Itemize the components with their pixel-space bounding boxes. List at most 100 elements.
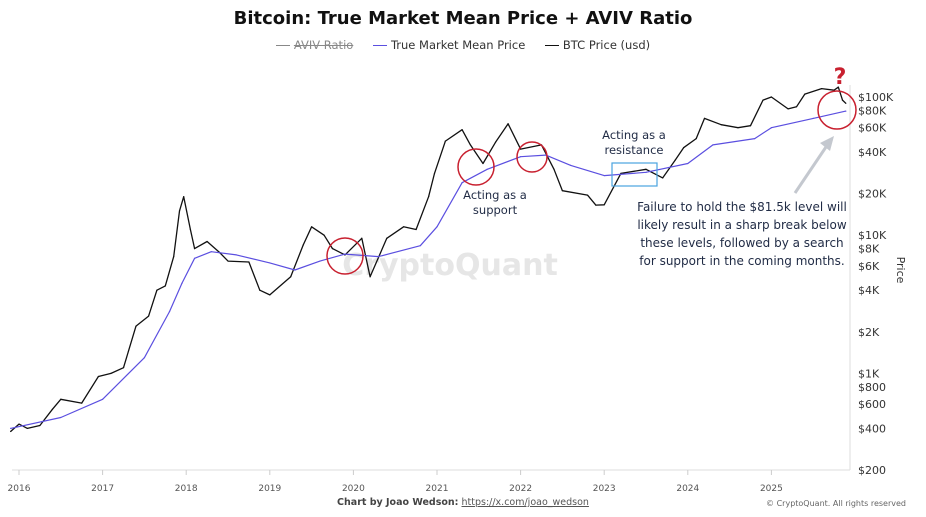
y-tick-label: $40K <box>858 146 887 159</box>
x-tick-label: 2022 <box>509 484 532 494</box>
y-tick-label: $80K <box>858 104 887 117</box>
data-point <box>586 194 589 196</box>
y-tick-label: $2K <box>858 326 880 339</box>
data-point <box>770 96 773 98</box>
data-point <box>178 210 181 212</box>
data-point <box>482 162 484 165</box>
data-point <box>687 162 689 165</box>
data-point <box>553 168 555 170</box>
data-point <box>703 117 706 120</box>
data-point <box>812 117 814 120</box>
chart-title: Bitcoin: True Market Mean Price + AVIV R… <box>233 8 693 29</box>
x-tick-label: 2016 <box>8 484 31 494</box>
annotation-support: Acting as a support <box>463 188 527 217</box>
y-axis-label: Price <box>894 257 907 284</box>
data-point <box>193 247 196 250</box>
data-point <box>754 138 756 140</box>
legend-label: True Market Mean Price <box>390 38 526 52</box>
data-point <box>369 276 371 278</box>
data-point <box>377 256 380 258</box>
data-point <box>39 424 41 427</box>
data-point <box>603 204 605 206</box>
y-tick-label: $10K <box>858 229 887 242</box>
data-point <box>81 402 83 404</box>
x-tick-label: 2019 <box>258 484 281 494</box>
data-point <box>269 262 271 264</box>
data-point <box>820 88 823 90</box>
y-tick-label: $1K <box>858 367 880 380</box>
y-tick-label: $4K <box>858 284 880 297</box>
data-point <box>60 398 62 400</box>
data-point <box>645 171 647 173</box>
y-tick-label: $8K <box>858 243 880 256</box>
watermark: CryptoQuant <box>342 248 558 283</box>
data-point <box>189 228 191 231</box>
data-point <box>26 427 28 429</box>
data-point <box>662 177 664 179</box>
data-point <box>595 204 597 206</box>
data-point <box>10 427 12 429</box>
x-tick-label: 2017 <box>91 484 114 494</box>
footer: Chart by Joao Wedson: https://x.com/joao… <box>0 497 926 508</box>
y-tick-label: $6K <box>858 260 880 273</box>
data-point <box>60 416 62 419</box>
data-point <box>259 289 261 291</box>
data-point <box>168 311 171 313</box>
data-point <box>183 196 185 198</box>
legend-item-true-market-mean[interactable]: True Market Mean Price <box>372 38 526 52</box>
data-point <box>323 234 325 236</box>
data-point <box>804 93 806 95</box>
data-point <box>436 226 438 228</box>
data-point <box>795 106 798 108</box>
data-point <box>361 237 363 239</box>
data-point <box>51 408 54 410</box>
data-point <box>770 127 773 129</box>
data-point <box>386 237 388 239</box>
data-point <box>97 375 100 378</box>
annotation-resistance: Acting as a resistance <box>602 128 666 157</box>
highlight-circle <box>457 148 495 186</box>
credit-link[interactable]: https://x.com/joao_wedson <box>461 497 589 508</box>
x-tick-label: 2024 <box>676 484 699 494</box>
data-point <box>294 269 296 271</box>
y-tick-label: $600 <box>858 398 886 411</box>
legend-item-aviv[interactable]: AVIV Ratio <box>275 38 354 52</box>
data-point <box>683 147 685 149</box>
data-point <box>290 276 292 278</box>
data-point <box>110 372 112 374</box>
data-point <box>561 190 564 192</box>
data-point <box>845 110 847 112</box>
data-point <box>570 164 572 166</box>
y-tick-label: $400 <box>858 422 886 435</box>
data-point <box>720 124 722 126</box>
data-point <box>461 182 463 184</box>
data-point <box>545 154 547 156</box>
data-point <box>181 282 183 284</box>
data-point <box>302 244 304 246</box>
data-point <box>206 240 208 243</box>
copyright: © CryptoQuant. All rights reserved <box>766 499 906 508</box>
data-point <box>402 226 405 228</box>
data-point <box>674 159 676 161</box>
y-tick-label: $200 <box>858 464 886 477</box>
data-point <box>331 247 334 250</box>
highlight-circle <box>516 141 548 173</box>
data-point <box>494 141 497 143</box>
legend-label: AVIV Ratio <box>293 38 354 52</box>
data-point <box>486 168 488 170</box>
data-point <box>344 253 346 255</box>
legend-item-btc-price[interactable]: BTC Price (usd) <box>544 38 651 52</box>
data-point <box>737 127 739 129</box>
legend: AVIV Ratio True Market Mean Price BTC Pr… <box>0 38 926 52</box>
data-point <box>415 228 417 231</box>
data-point <box>428 196 430 198</box>
data-point <box>787 108 789 110</box>
arrow-shaft <box>793 143 830 194</box>
data-point <box>269 294 271 296</box>
legend-label: BTC Price (usd) <box>562 38 651 52</box>
data-point <box>311 226 313 228</box>
data-point <box>645 168 647 170</box>
data-point <box>319 260 321 262</box>
data-point <box>173 256 175 258</box>
data-point <box>193 257 196 259</box>
